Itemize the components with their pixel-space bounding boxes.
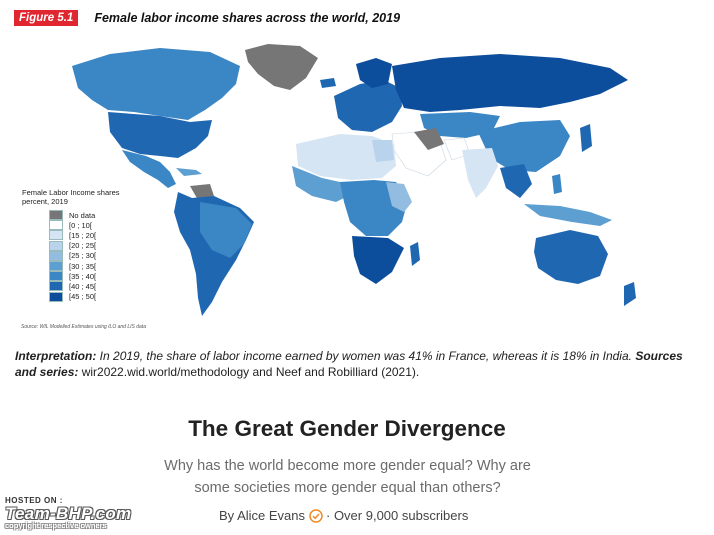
region-scandinavia [356, 58, 392, 88]
watermark: HOSTED ON : Team-BHP.com copyright respe… [5, 496, 131, 530]
legend-swatch [49, 220, 63, 231]
region-southern-africa [352, 236, 404, 284]
legend-items: No data [0 ; 10[[15 ; 20[[20 ; 25[[25 ; 3… [22, 210, 120, 302]
hosted-on-label: HOSTED ON : [5, 496, 63, 505]
region-east-africa [386, 182, 412, 212]
watermark-brand: Team-BHP.com [5, 504, 132, 523]
legend-item: [35 ; 40[ [22, 271, 120, 282]
legend-swatch [49, 261, 63, 272]
region-iceland [320, 78, 336, 88]
legend-label: [15 ; 20[ [69, 230, 97, 240]
subscriber-count: · Over 9,000 subscribers [326, 508, 469, 523]
legend-label: [0 ; 10[ [69, 220, 92, 230]
article-title[interactable]: The Great Gender Divergence [188, 416, 506, 441]
legend-title: Female Labor Income shares percent, 2019 [22, 188, 120, 206]
legend-label: [40 ; 45[ [69, 281, 97, 291]
region-canada [72, 48, 240, 120]
figure-badge: Figure 5.1 [14, 10, 79, 26]
legend-label: [25 ; 30[ [69, 251, 97, 261]
article-subtitle: Why has the world become more gender equ… [164, 458, 531, 496]
region-japan [580, 124, 592, 152]
region-venezuela [190, 184, 214, 200]
legend-item: [15 ; 20[ [22, 230, 120, 241]
region-north-africa [296, 134, 396, 180]
region-brazil [200, 202, 252, 258]
region-china [478, 120, 570, 172]
region-iran [414, 128, 444, 150]
legend-swatch [49, 291, 63, 302]
legend-item: [45 ; 50[ [22, 291, 120, 302]
region-europe [334, 80, 402, 132]
legend-label: No data [69, 210, 96, 220]
legend-item: [30 ; 35[ [22, 261, 120, 272]
legend-swatch [49, 240, 63, 251]
map-legend: Female Labor Income shares percent, 2019… [22, 188, 120, 302]
source-note: Source: WIL Modelled Estimates using ILO… [21, 324, 146, 330]
legend-swatch [49, 271, 63, 282]
legend-label: [20 ; 25[ [69, 241, 97, 251]
legend-swatch [49, 210, 63, 221]
figure-title: Female labor income shares across the wo… [94, 11, 401, 25]
world-map [0, 36, 714, 336]
region-indonesia [524, 204, 612, 226]
legend-swatch [49, 281, 63, 292]
region-india [462, 148, 498, 198]
region-central-asia [420, 112, 500, 138]
legend-label: [30 ; 35[ [69, 261, 97, 271]
region-madagascar [410, 242, 420, 266]
verified-check-icon [309, 508, 323, 523]
legend-item: [40 ; 45[ [22, 281, 120, 292]
legend-label: [35 ; 40[ [69, 271, 97, 281]
region-australia [534, 230, 608, 284]
byline: By Alice Evans · Over 9,000 subscribers [219, 508, 468, 523]
legend-item: [0 ; 10[ [22, 220, 120, 231]
legend-item: No data [22, 210, 120, 221]
watermark-copyright: copyright respective owners [5, 521, 107, 530]
interpretation-text: Interpretation: In 2019, the share of la… [15, 349, 695, 380]
legend-item: [20 ; 25[ [22, 240, 120, 251]
region-west-africa [292, 166, 352, 202]
interpretation-body: In 2019, the share of labor income earne… [96, 349, 636, 363]
region-greenland [245, 44, 318, 90]
legend-item: [25 ; 30[ [22, 250, 120, 261]
sources-label: Sources and series: [15, 349, 683, 379]
region-new-zealand [624, 282, 636, 306]
sources-body: wir2022.wid.world/methodology and Neef a… [78, 364, 420, 379]
region-usa [108, 112, 212, 158]
figure-header: Figure 5.1 Female labor income shares ac… [14, 10, 400, 26]
region-russia [392, 54, 628, 112]
region-philippines [552, 174, 562, 194]
legend-swatch [49, 230, 63, 241]
legend-swatch [49, 250, 63, 261]
interpretation-label: Interpretation: [15, 349, 97, 363]
region-se-asia [500, 164, 532, 198]
region-caribbean [176, 168, 202, 176]
region-egypt [372, 140, 394, 162]
region-mexico [122, 150, 176, 188]
legend-label: [45 ; 50[ [69, 292, 97, 302]
author-name[interactable]: By Alice Evans [219, 508, 305, 523]
